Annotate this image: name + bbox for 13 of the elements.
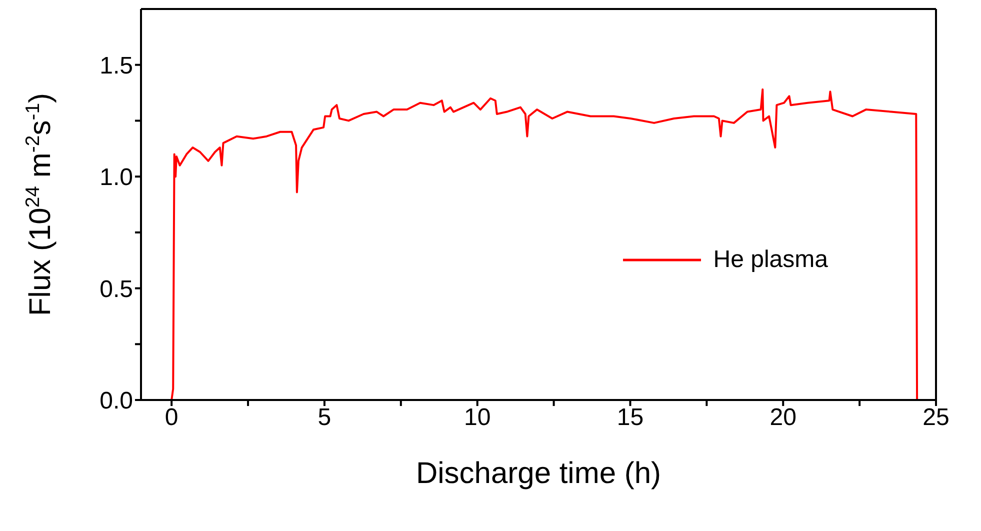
x-tick-label: 25 bbox=[922, 404, 950, 432]
y-tick-label: 0.5 bbox=[100, 276, 133, 303]
x-axis-title: Discharge time (h) bbox=[416, 457, 662, 490]
line-series bbox=[170, 88, 918, 400]
y-tick-label: 1.0 bbox=[100, 164, 133, 192]
x-tick-label: 15 bbox=[616, 404, 644, 432]
y-tick-label: 1.5 bbox=[100, 52, 133, 80]
x-tick-label: 10 bbox=[464, 404, 491, 432]
x-tick-label: 5 bbox=[318, 404, 332, 432]
x-tick-label: 0 bbox=[164, 404, 178, 432]
legend-label: He plasma bbox=[713, 246, 828, 274]
x-tick-label: 20 bbox=[770, 404, 796, 432]
y-tick-label: 0.0 bbox=[100, 388, 133, 415]
